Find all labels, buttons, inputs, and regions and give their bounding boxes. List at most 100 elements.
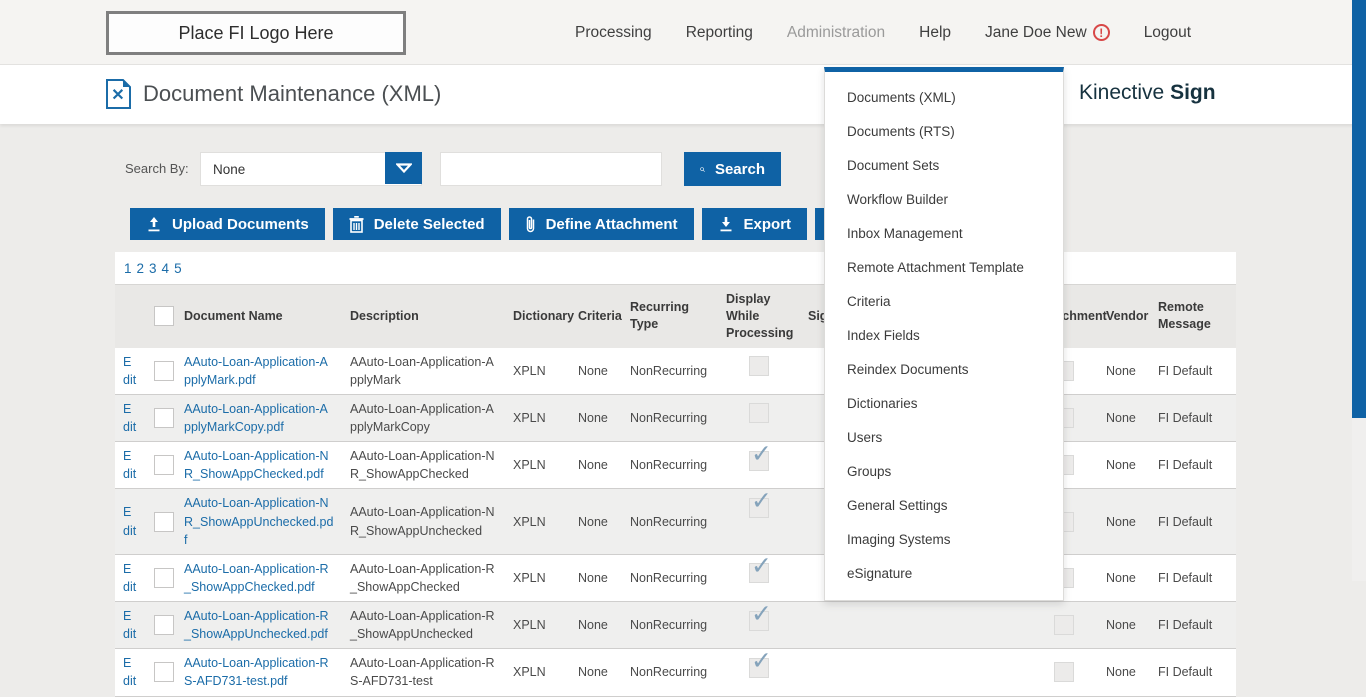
document-name-link[interactable]: AAuto-Loan-Application-RS-AFD731-test.pd…	[184, 656, 329, 689]
document-name-link[interactable]: AAuto-Loan-Application-NR_ShowAppUncheck…	[184, 496, 334, 547]
menu-item-index-fields[interactable]: Index Fields	[847, 327, 920, 343]
nav-item-logout[interactable]: Logout	[1144, 24, 1191, 42]
select-all-checkbox[interactable]	[154, 306, 174, 327]
cell-recurring: NonRecurring	[630, 514, 708, 529]
column-header-desc: Description	[350, 308, 419, 323]
page-link-3[interactable]: 3	[149, 260, 157, 276]
cell-select	[146, 348, 176, 395]
display-while-processing-checkbox[interactable]	[749, 356, 769, 377]
cell-remote: FI Default	[1158, 618, 1213, 633]
cell-vendor: None	[1106, 665, 1136, 680]
display-while-processing-checkbox[interactable]: ✓	[749, 488, 772, 518]
cell-remote: FI Default	[1158, 458, 1213, 473]
display-while-processing-checkbox[interactable]: ✓	[749, 554, 772, 584]
row-select-checkbox[interactable]	[154, 408, 174, 428]
document-name-link[interactable]: AAuto-Loan-Application-R_ShowAppUnchecke…	[184, 609, 329, 642]
cell-desc: AAuto-Loan-Application-R_ShowAppUnchecke…	[350, 609, 495, 642]
edit-link[interactable]: Edit	[123, 449, 137, 482]
menu-item-document-sets[interactable]: Document Sets	[847, 157, 940, 173]
menu-item-inbox-management[interactable]: Inbox Management	[847, 225, 963, 241]
page-link-5[interactable]: 5	[174, 260, 182, 276]
delete-selected-button[interactable]: Delete Selected	[332, 208, 501, 240]
menu-item-general-settings[interactable]: General Settings	[847, 497, 948, 513]
cell-dictionary: XPLN	[513, 618, 546, 633]
page-link-4[interactable]: 4	[161, 260, 170, 276]
display-while-processing-checkbox[interactable]: ✓	[749, 601, 772, 631]
row-select-checkbox[interactable]	[154, 511, 174, 532]
nav-item-help[interactable]: Help	[919, 24, 951, 42]
document-name-link[interactable]: AAuto-Loan-Application-ApplyMark.pdf	[184, 354, 328, 387]
export-button[interactable]: Export	[701, 208, 808, 240]
cell-display	[718, 395, 800, 432]
row-select-checkbox[interactable]	[154, 455, 174, 476]
search-button[interactable]: Search	[684, 152, 781, 186]
edit-link[interactable]: Edit	[123, 561, 137, 594]
menu-item-dictionaries[interactable]: Dictionaries	[847, 395, 918, 411]
menu-item-esignature[interactable]: eSignature	[847, 565, 913, 581]
chevron-down-icon[interactable]	[385, 152, 422, 184]
checkmark-icon: ✓	[751, 646, 772, 675]
document-name-link[interactable]: AAuto-Loan-Application-NR_ShowAppChecked…	[184, 449, 329, 482]
page-link-2[interactable]: 2	[136, 260, 145, 276]
edit-link[interactable]: Edit	[123, 656, 137, 689]
nav-item-reporting[interactable]: Reporting	[686, 24, 753, 42]
nav-item-label: Reporting	[685, 23, 753, 41]
edit-link[interactable]: Edit	[123, 354, 137, 387]
title-bar: ✕ Document Maintenance (XML) Kinective S…	[0, 65, 1366, 124]
row-select-checkbox[interactable]	[154, 360, 174, 381]
upload-documents-button[interactable]: Upload Documents	[130, 208, 325, 240]
attachment-checkbox[interactable]	[1054, 662, 1074, 683]
cell-recurring: NonRecurring	[630, 363, 708, 378]
edit-link[interactable]: Edit	[123, 505, 137, 538]
row-select-checkbox[interactable]	[154, 615, 174, 636]
row-select-checkbox[interactable]	[154, 662, 174, 683]
cell-select	[146, 602, 176, 649]
button-label: Upload Documents	[172, 215, 309, 233]
main-nav: Processing Reporting Administration Help Jan…	[575, 0, 1191, 65]
cell-criteria: None	[578, 458, 608, 473]
nav-item-administration[interactable]: Administration	[787, 24, 885, 42]
display-while-processing-checkbox[interactable]: ✓	[749, 648, 772, 678]
cell-attachment	[1030, 602, 1098, 649]
cell-criteria: None	[578, 514, 608, 529]
scrollbar-thumb[interactable]	[1352, 0, 1366, 418]
menu-item-reindex-documents[interactable]: Reindex Documents	[847, 361, 969, 377]
display-while-processing-checkbox[interactable]: ✓	[749, 441, 772, 471]
menu-item-criteria[interactable]: Criteria	[847, 293, 891, 309]
cell-sign	[800, 602, 1030, 649]
edit-link[interactable]: Edit	[123, 401, 137, 434]
menu-item-imaging-systems[interactable]: Imaging Systems	[847, 531, 951, 547]
cell-name: AAuto-Loan-Application-RS-AFD731-test.pd…	[176, 649, 342, 696]
cell-vendor: None	[1106, 618, 1136, 633]
display-while-processing-checkbox[interactable]	[749, 403, 769, 424]
menu-item-groups[interactable]: Groups	[847, 463, 892, 479]
attachment-checkbox[interactable]	[1054, 615, 1074, 636]
page-link-1[interactable]: 1	[124, 260, 132, 276]
documents-table: Document Name Description Dictionary Criter…	[115, 285, 1236, 697]
fi-logo-placeholder: Place FI Logo Here	[106, 11, 406, 55]
menu-item-remote-attachment-template[interactable]: Remote Attachment Template	[847, 259, 1024, 275]
menu-item-documents-xml-[interactable]: Documents (XML)	[847, 89, 956, 105]
cell-select	[146, 394, 176, 441]
menu-item-users[interactable]: Users	[847, 429, 883, 445]
cell-desc: AAuto-Loan-Application-R_ShowAppChecked	[350, 561, 495, 594]
row-select-checkbox[interactable]	[154, 567, 174, 588]
cell-name: AAuto-Loan-Application-R_ShowAppChecked.…	[176, 554, 342, 601]
nav-item-jane-doe-new[interactable]: Jane Doe New!	[985, 24, 1110, 42]
define-attachment-button[interactable]: Define Attachment	[508, 208, 694, 240]
edit-link[interactable]: Edit	[123, 609, 137, 642]
vertical-scrollbar[interactable]	[1352, 0, 1366, 581]
cell-edit: Edit	[115, 554, 146, 601]
cell-name: AAuto-Loan-Application-ApplyMarkCopy.pdf	[176, 394, 342, 441]
column-header-vendor: Vendor	[1106, 308, 1149, 323]
nav-item-label: Jane Doe New	[985, 23, 1087, 41]
cell-edit: Edit	[115, 649, 146, 696]
menu-item-workflow-builder[interactable]: Workflow Builder	[847, 191, 949, 207]
search-input[interactable]	[440, 152, 662, 186]
document-name-link[interactable]: AAuto-Loan-Application-ApplyMarkCopy.pdf	[184, 401, 328, 434]
search-by-select[interactable]: None	[200, 152, 422, 186]
menu-item-documents-rts-[interactable]: Documents (RTS)	[847, 123, 955, 139]
cell-desc: AAuto-Loan-Application-ApplyMarkCopy	[350, 401, 494, 434]
nav-item-processing[interactable]: Processing	[575, 24, 652, 42]
document-name-link[interactable]: AAuto-Loan-Application-R_ShowAppChecked.…	[184, 561, 329, 594]
